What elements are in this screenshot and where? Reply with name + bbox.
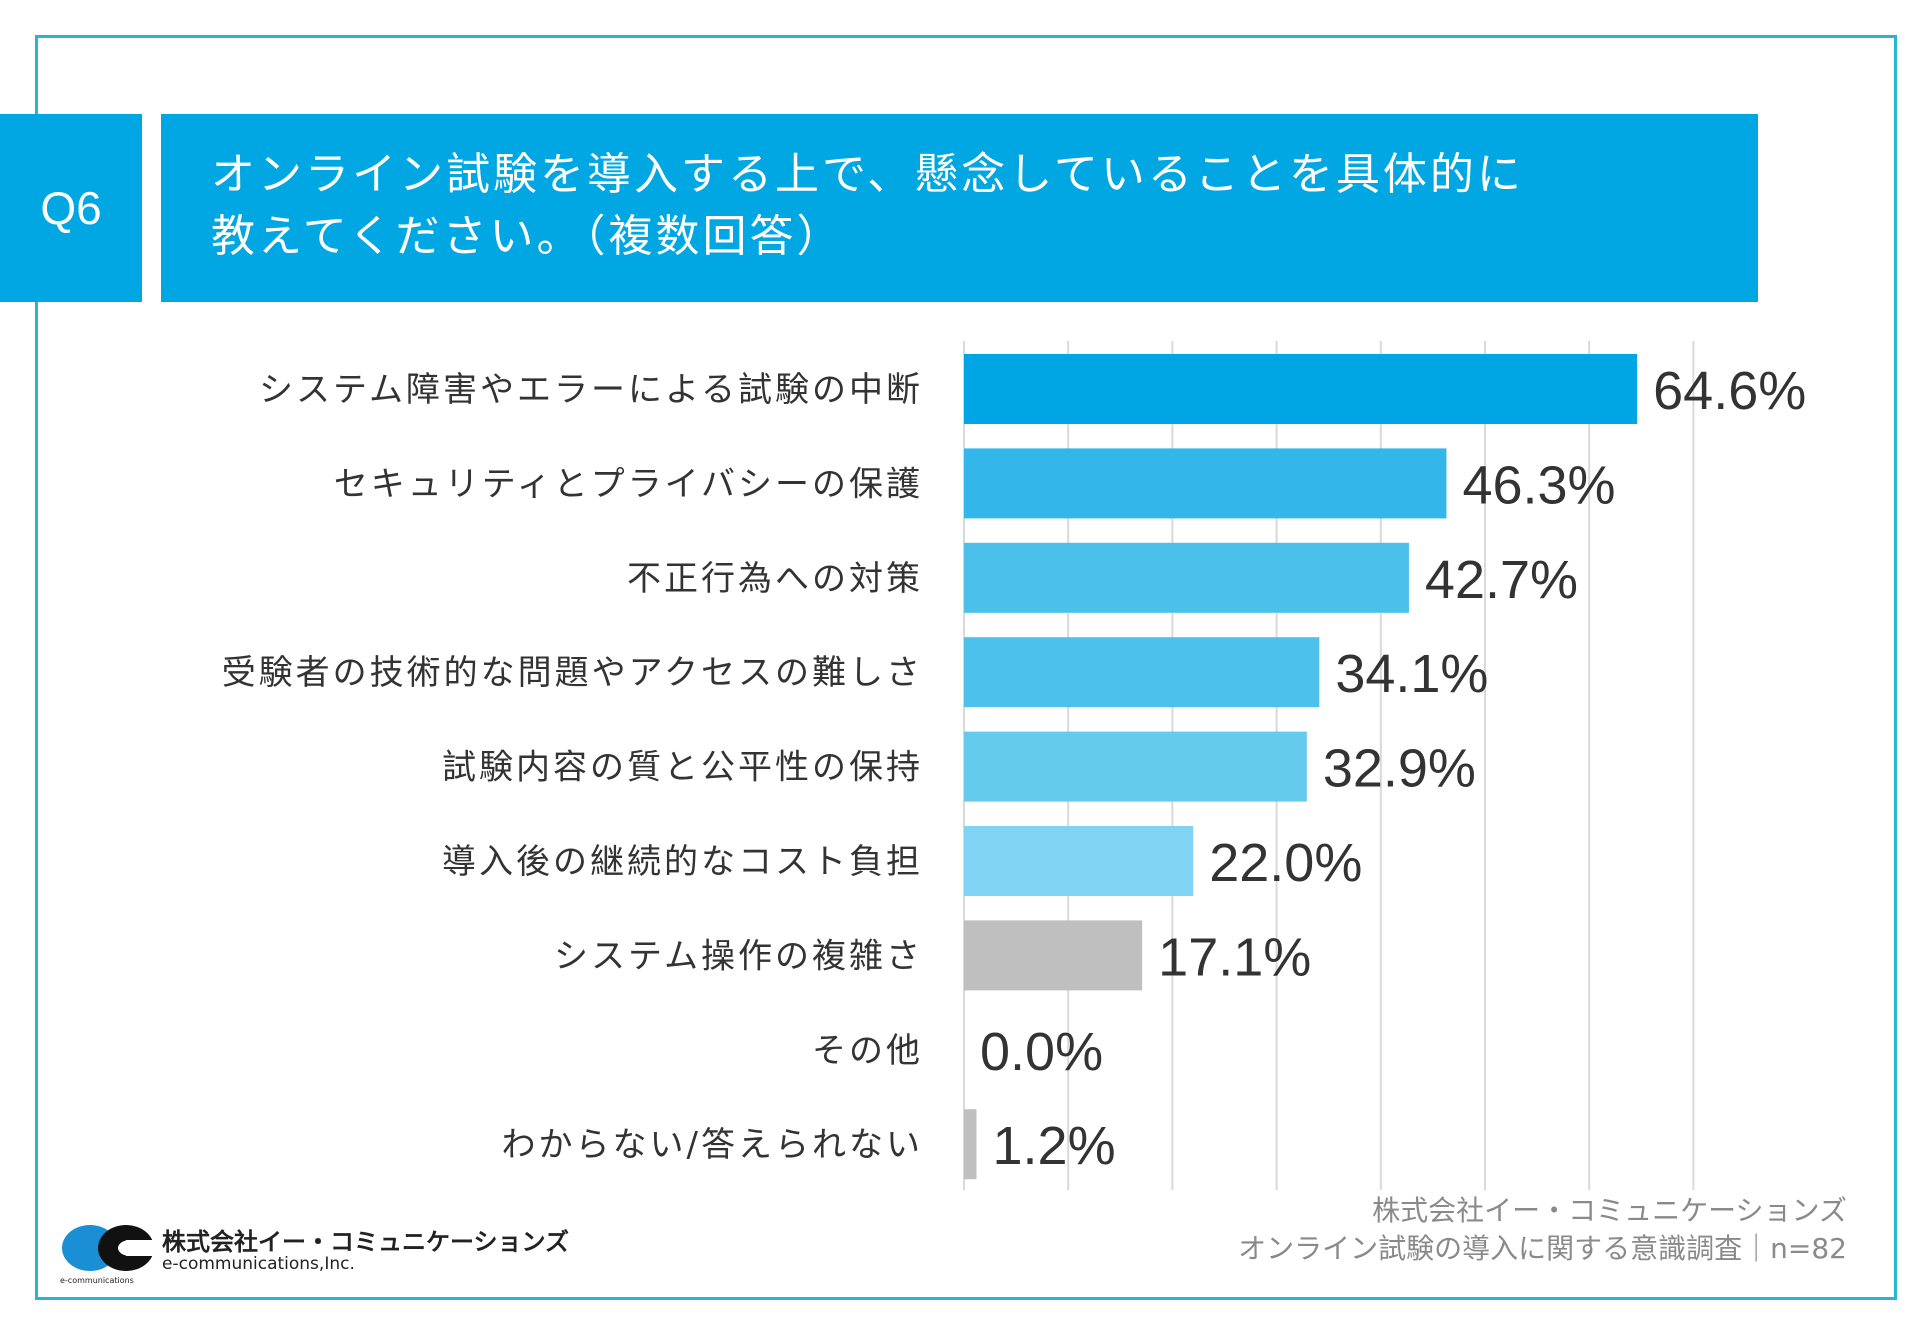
value-label: 46.3% <box>1462 455 1615 515</box>
question-title-line2: 教えてください。（複数回答） <box>211 211 844 262</box>
slide-frame <box>35 35 1897 1300</box>
bar <box>964 542 1409 613</box>
category-label: システム障害やエラーによる試験の中断 <box>259 370 923 410</box>
category-label: わからない/答えられない <box>502 1125 923 1165</box>
bar <box>964 448 1447 519</box>
value-label: 42.7% <box>1425 550 1578 610</box>
bar <box>964 920 1143 991</box>
category-label: その他 <box>812 1031 923 1071</box>
bar <box>964 731 1307 802</box>
value-label: 32.9% <box>1323 739 1476 799</box>
value-label: 22.0% <box>1209 833 1362 893</box>
value-label: 0.0% <box>980 1022 1103 1082</box>
bar <box>964 637 1320 708</box>
category-label: 受験者の技術的な問題やアクセスの難しさ <box>222 653 923 693</box>
value-label: 17.1% <box>1158 927 1311 987</box>
logo-name-en: e-communications,Inc. <box>162 1254 355 1274</box>
question-number: Q6 <box>0 114 142 302</box>
value-label: 1.2% <box>993 1116 1116 1176</box>
bar <box>964 826 1194 896</box>
footer-survey: オンライン試験の導入に関する意識調査｜n=82 <box>1238 1232 1847 1265</box>
footer-company: 株式会社イー・コミュニケーションズ <box>1372 1194 1847 1227</box>
logo-small-text: e-communications <box>60 1276 134 1285</box>
category-label: セキュリティとプライバシーの保護 <box>334 464 923 504</box>
logo-mark-icon <box>62 1225 156 1271</box>
footer-source: 株式会社イー・コミュニケーションズ オンライン試験の導入に関する意識調査｜n=8… <box>1238 1192 1847 1268</box>
question-title: オンライン試験を導入する上で、懸念していることを具体的に 教えてください。（複数… <box>161 114 1758 302</box>
category-label: システム操作の複雑さ <box>554 936 923 976</box>
logo-name-jp: 株式会社イー・コミュニケーションズ <box>162 1228 570 1256</box>
category-label: 不正行為への対策 <box>627 559 923 599</box>
category-label: 導入後の継続的なコスト負担 <box>442 842 923 882</box>
bar <box>964 1109 977 1180</box>
value-label: 64.6% <box>1653 361 1806 421</box>
category-label: 試験内容の質と公平性の保持 <box>442 748 923 788</box>
bar <box>964 354 1638 424</box>
question-title-line1: オンライン試験を導入する上で、懸念していることを具体的に <box>211 149 1524 200</box>
value-label: 34.1% <box>1335 644 1488 704</box>
